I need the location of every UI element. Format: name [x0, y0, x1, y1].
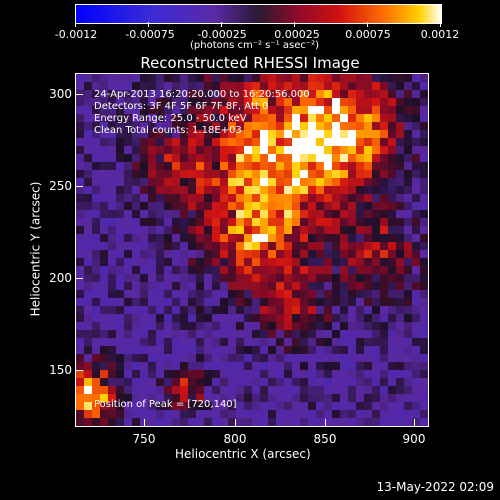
method-text: Clean Total counts: 1.18E+03: [94, 125, 242, 136]
colorbar-tick: [148, 22, 149, 27]
colorbar-label: -0.00075: [125, 28, 175, 41]
x-tick: [144, 419, 145, 426]
x-tick-label: 750: [132, 432, 156, 446]
y-axis-title: Heliocentric Y (arcsec): [28, 181, 43, 317]
y-tick-label: 200: [49, 271, 72, 285]
y-tick: [76, 94, 83, 95]
y-tick: [76, 278, 83, 279]
peak-position-text: Position of Peak = [720,140]: [94, 399, 237, 410]
colorbar-label: 0.00025: [274, 28, 320, 41]
colorbar-tick: [440, 22, 441, 27]
y-tick: [76, 186, 83, 187]
image-plot: 24-Apr-2013 16:20:20.000 to 16:20:56.000…: [75, 73, 429, 427]
x-tick: [414, 419, 415, 426]
colorbar-label: -0.00025: [197, 28, 247, 41]
colorbar-tick: [75, 22, 76, 27]
energy-range-text: Energy Range: 25.0 - 50.0 keV: [94, 113, 247, 124]
colorbar-label: 0.0012: [420, 28, 460, 41]
colorbar-tick: [367, 22, 368, 27]
x-tick-label: 850: [313, 432, 337, 446]
x-tick: [235, 419, 236, 426]
y-tick-label: 250: [49, 179, 72, 193]
colorbar-tick: [294, 22, 295, 27]
colorbar-tick: [221, 22, 222, 27]
colorbar: [75, 4, 442, 24]
y-tick-label: 150: [49, 363, 72, 377]
colorbar-label: -0.0012: [54, 28, 98, 41]
x-tick: [325, 419, 326, 426]
colorbar-units: (photons cm⁻² s⁻¹ asec⁻²): [190, 40, 320, 51]
footer-date: 13-May-2022 02:09: [376, 480, 494, 494]
heatmap: [76, 74, 428, 426]
y-tick-label: 300: [49, 87, 72, 101]
x-axis-title: Heliocentric X (arcsec): [175, 447, 311, 461]
plot-title: Reconstructed RHESSI Image: [140, 54, 360, 72]
x-tick-label: 900: [402, 432, 426, 446]
detectors-text: Detectors: 3F 4F 5F 6F 7F 8F, Att 0: [94, 101, 269, 112]
y-tick: [76, 370, 83, 371]
x-tick-label: 800: [223, 432, 247, 446]
time-range-text: 24-Apr-2013 16:20:20.000 to 16:20:56.000: [94, 89, 310, 100]
colorbar-label: 0.00075: [345, 28, 391, 41]
